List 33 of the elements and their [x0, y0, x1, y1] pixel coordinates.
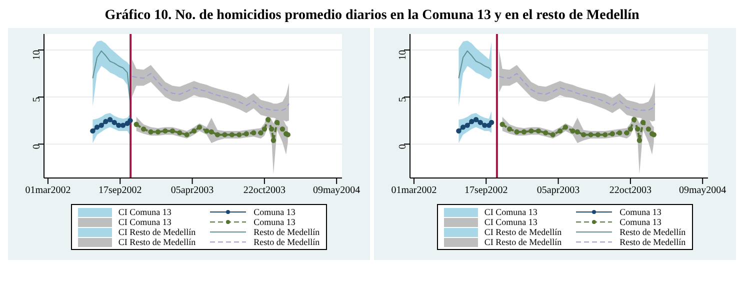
y-tick-label: 10: [32, 50, 43, 60]
x-tick-label: 01mar2002: [25, 185, 71, 196]
x-tick-label: 09may2004: [312, 185, 360, 196]
x-tick-label: 22oct2003: [609, 185, 652, 196]
legend-label: Comuna 13: [620, 207, 662, 217]
legend-label: Resto de Medellín: [254, 237, 320, 247]
x-tick-label: 05apr2003: [170, 185, 214, 196]
y-tick-label: 0: [32, 144, 43, 150]
legend-label: Comuna 13: [254, 207, 296, 217]
legend-label: CI Resto de Medellín: [118, 227, 196, 237]
x-tick-label: 17sep2002: [464, 185, 508, 196]
y-tick-label: 0: [398, 144, 409, 150]
legend-label: Resto de Medellín: [254, 227, 320, 237]
text: Gráfico 10. No. de homicidios promedio diarios en la Comuna 13 y en el resto de Medellín: [104, 8, 640, 24]
legend-label: CI Comuna 13: [118, 207, 172, 217]
legend-label: Comuna 13: [620, 217, 662, 227]
legend-label: CI Resto de Medellín: [484, 237, 562, 247]
x-tick-label: 09may2004: [678, 185, 726, 196]
x-tick-label: 05apr2003: [536, 185, 580, 196]
x-tick-label: 22oct2003: [243, 185, 286, 196]
legend-label: Resto de Medellín: [620, 227, 686, 237]
y-tick-label: 5: [398, 97, 409, 102]
x-tick-label: 01mar2002: [391, 185, 437, 196]
legend-label: CI Comuna 13: [118, 217, 172, 227]
legend-label: CI Comuna 13: [484, 217, 538, 227]
y-tick-label: 10: [398, 50, 409, 60]
x-tick-label: 17sep2002: [98, 185, 142, 196]
legend-label: CI Comuna 13: [484, 207, 538, 217]
legend-label: CI Resto de Medellín: [118, 237, 196, 247]
y-tick-label: 5: [32, 97, 43, 102]
legend-label: Resto de Medellín: [620, 237, 686, 247]
legend-label: Comuna 13: [254, 217, 296, 227]
legend-label: CI Resto de Medellín: [484, 227, 562, 237]
